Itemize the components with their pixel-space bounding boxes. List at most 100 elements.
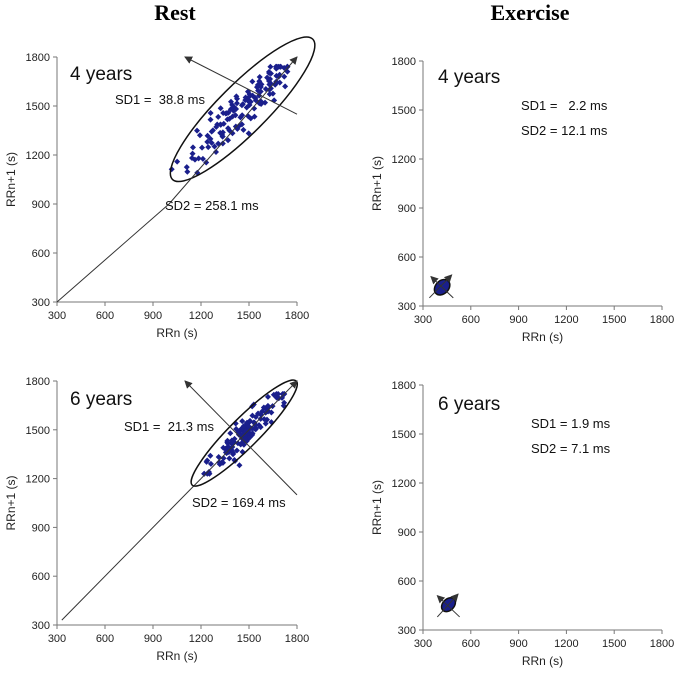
data-point	[183, 164, 190, 171]
data-point	[259, 408, 266, 415]
data-point	[233, 447, 240, 454]
x-tick-label: 1800	[650, 314, 674, 326]
x-tick-label: 1200	[189, 310, 213, 322]
data-point	[208, 139, 215, 146]
data-point	[257, 415, 264, 422]
data-point	[226, 455, 233, 462]
data-point	[267, 63, 274, 70]
age-label: 6 years	[438, 394, 500, 415]
data-point	[211, 143, 218, 150]
y-tick-label: 300	[32, 297, 50, 309]
data-point	[219, 140, 226, 147]
data-point	[252, 95, 259, 102]
data-point	[240, 423, 247, 430]
y-axis-label: RRn+1 (s)	[370, 480, 384, 535]
data-point	[196, 132, 203, 139]
data-point	[174, 158, 181, 165]
y-tick-label: 1500	[392, 105, 416, 117]
x-axis-label: RRn (s)	[522, 330, 563, 344]
data-point	[245, 130, 252, 137]
data-point	[252, 421, 259, 428]
data-point	[258, 81, 265, 88]
x-tick-label: 1500	[237, 633, 261, 645]
data-point	[237, 441, 244, 448]
data-point	[248, 425, 255, 432]
data-point	[249, 78, 256, 85]
data-point	[240, 126, 247, 133]
sd2-axis-arrow	[429, 274, 453, 299]
data-point	[227, 430, 234, 437]
data-point	[238, 121, 245, 128]
data-point	[189, 150, 196, 157]
data-point	[256, 422, 263, 429]
x-axis-label: RRn (s)	[156, 326, 197, 340]
sd1-annotation: SD1 = 2.2 ms	[521, 98, 608, 113]
x-tick-label: 1800	[650, 638, 674, 650]
data-point	[276, 71, 283, 78]
sd2-annotation: SD2 = 258.1 ms	[165, 198, 259, 213]
data-point	[236, 462, 243, 469]
data-point	[189, 144, 196, 151]
data-point	[243, 104, 250, 111]
data-point	[207, 110, 214, 117]
sd1-annotation: SD1 = 1.9 ms	[531, 416, 611, 431]
data-point	[249, 431, 256, 438]
poincare-ellipse	[169, 36, 316, 183]
data-point	[233, 100, 240, 107]
x-tick-label: 600	[96, 633, 114, 645]
data-point	[225, 137, 232, 144]
identity-line	[61, 478, 202, 621]
data-point	[234, 95, 241, 102]
data-point	[216, 459, 223, 466]
sd1-axis-arrow	[184, 380, 298, 496]
data-point	[263, 416, 270, 423]
data-point	[257, 88, 264, 95]
age-label: 4 years	[70, 64, 132, 85]
sd1-annotation: SD1 = 21.3 ms	[124, 419, 214, 434]
x-tick-label: 1500	[602, 638, 626, 650]
data-point	[255, 410, 262, 417]
y-axis-label: RRn+1 (s)	[4, 152, 18, 207]
sd1-axis-arrow	[430, 275, 454, 299]
x-tick-label: 600	[462, 314, 480, 326]
data-point	[247, 417, 254, 424]
x-tick-label: 300	[414, 314, 432, 326]
y-tick-label: 300	[398, 625, 416, 637]
x-tick-label: 300	[48, 633, 66, 645]
data-point	[204, 457, 211, 464]
x-tick-label: 1200	[189, 633, 213, 645]
data-point	[251, 113, 258, 120]
x-tick-label: 900	[509, 314, 527, 326]
data-point	[224, 116, 231, 123]
y-tick-label: 300	[398, 301, 416, 313]
x-tick-label: 1800	[285, 310, 309, 322]
data-point	[249, 412, 256, 419]
y-axis-label: RRn+1 (s)	[4, 475, 18, 530]
data-point	[246, 93, 253, 100]
data-point	[225, 125, 232, 132]
data-point	[184, 168, 191, 175]
y-tick-label: 600	[32, 571, 50, 583]
y-tick-label: 900	[32, 199, 50, 211]
data-point	[233, 425, 240, 432]
data-point	[238, 102, 245, 109]
x-tick-label: 1800	[285, 633, 309, 645]
data-point	[219, 131, 226, 138]
x-axis-label: RRn (s)	[522, 654, 563, 668]
data-point	[227, 98, 234, 105]
data-point	[220, 120, 227, 127]
y-tick-label: 1800	[26, 376, 50, 388]
data-point	[208, 128, 215, 135]
data-point	[239, 418, 246, 425]
data-point	[207, 452, 214, 459]
x-tick-label: 300	[48, 310, 66, 322]
data-point	[194, 127, 201, 134]
data-point	[205, 469, 212, 476]
data-point	[273, 394, 280, 401]
data-point	[199, 155, 206, 162]
x-tick-label: 1500	[602, 314, 626, 326]
